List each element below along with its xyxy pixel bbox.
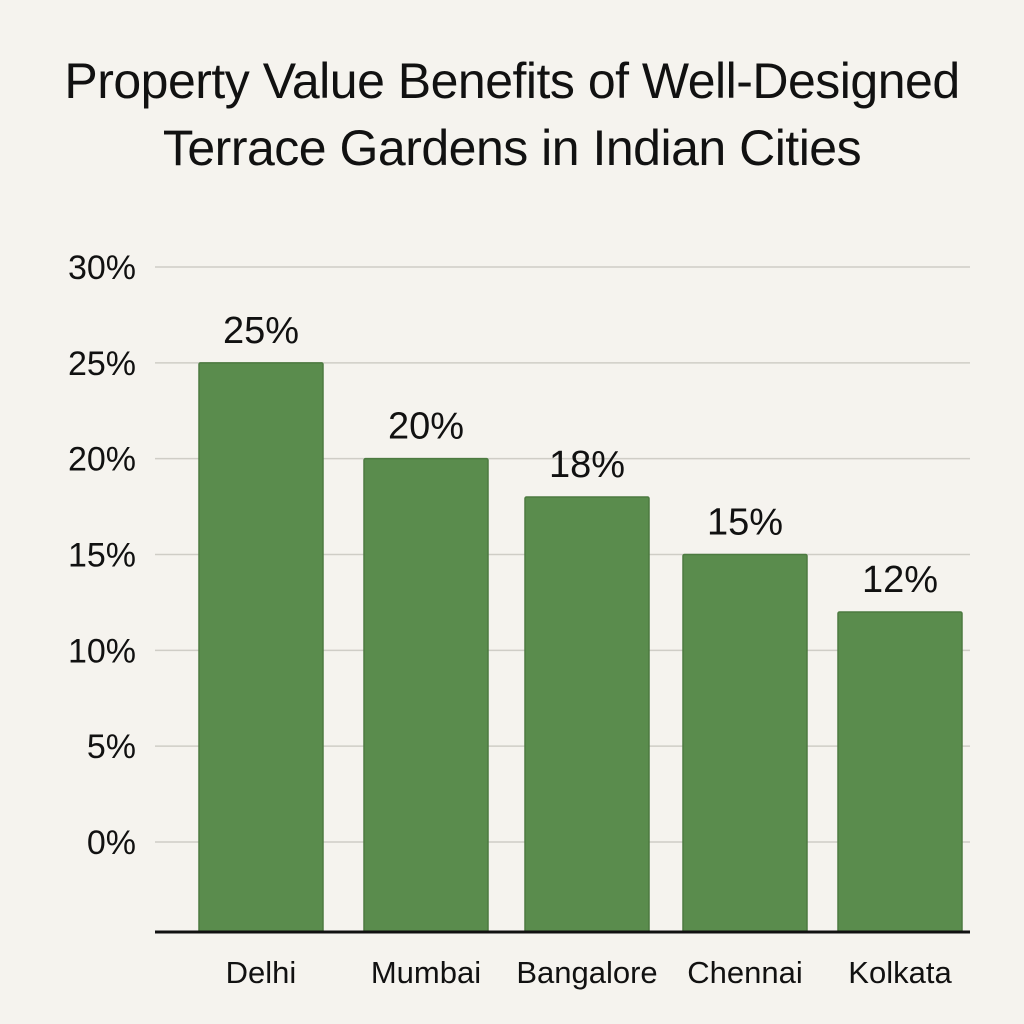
x-tick-label-chennai: Chennai bbox=[687, 955, 802, 990]
y-tick-label: 10% bbox=[68, 632, 136, 670]
bar-kolkata bbox=[837, 611, 963, 933]
bar-bangalore bbox=[524, 496, 650, 933]
data-labels: 25% 20% 18% 15% 12% bbox=[223, 310, 938, 601]
x-tick-label-bangalore: Bangalore bbox=[516, 955, 657, 990]
x-tick-label-kolkata: Kolkata bbox=[848, 955, 952, 990]
x-tick-label-mumbai: Mumbai bbox=[371, 955, 481, 990]
bars bbox=[198, 362, 963, 933]
y-tick-label: 30% bbox=[68, 249, 136, 287]
bar-delhi bbox=[198, 362, 324, 933]
x-tick-label-delhi: Delhi bbox=[226, 955, 297, 990]
data-label-mumbai: 20% bbox=[388, 406, 464, 448]
y-tick-label: 20% bbox=[68, 441, 136, 479]
y-tick-label: 15% bbox=[68, 537, 136, 575]
data-label-chennai: 15% bbox=[707, 502, 783, 544]
y-axis-tick-labels: 0% 5% 10% 15% 20% 25% 30% bbox=[68, 249, 136, 862]
bar-mumbai bbox=[363, 457, 489, 933]
data-label-delhi: 25% bbox=[223, 310, 299, 352]
x-axis-category-labels: Delhi Mumbai Bangalore Chennai Kolkata bbox=[226, 955, 953, 990]
y-tick-label: 0% bbox=[87, 824, 136, 862]
y-tick-label: 5% bbox=[87, 728, 136, 766]
data-label-bangalore: 18% bbox=[549, 444, 625, 486]
chart-title: Property Value Benefits of Well-Designed… bbox=[64, 53, 960, 176]
bar-chennai bbox=[682, 553, 808, 933]
y-tick-label: 25% bbox=[68, 345, 136, 383]
data-label-kolkata: 12% bbox=[862, 559, 938, 601]
